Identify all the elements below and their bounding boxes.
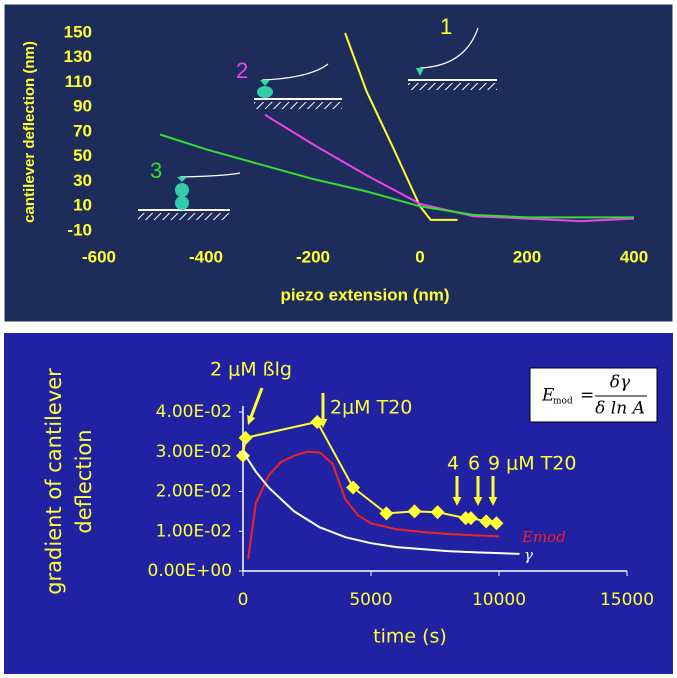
y-tick-label: 90 <box>73 97 92 116</box>
marker <box>310 414 325 429</box>
y-axis-label: deflection <box>72 429 96 533</box>
marker <box>430 505 445 520</box>
formula-lhs: E <box>541 386 555 406</box>
marker <box>407 504 422 519</box>
y-tick-label: 70 <box>73 121 92 140</box>
top-panel <box>3 3 674 323</box>
x-tick-label: 0 <box>238 590 249 610</box>
arrow-head <box>488 496 498 506</box>
y-tick-label: 0.00E+00 <box>148 561 232 581</box>
formula-box <box>529 367 658 423</box>
schematic-3 <box>138 172 241 220</box>
y-tick-label: 3.00E-02 <box>156 442 232 462</box>
x-tick-label: 15000 <box>600 590 654 610</box>
y-axis-label: gradient of cantilever <box>42 368 66 595</box>
y-tick-label: 50 <box>73 146 92 165</box>
arrow-head <box>247 415 256 425</box>
arrow <box>248 387 264 420</box>
x-tick-label: 0 <box>415 247 424 266</box>
y-tick-label: 4.00E-02 <box>156 402 232 422</box>
y-tick-label: 110 <box>65 72 92 91</box>
y-tick-label: 10 <box>73 196 92 215</box>
y-tick-label: 130 <box>64 47 92 66</box>
x-axis-label: time (s) <box>373 626 447 648</box>
arrow-head <box>452 496 462 506</box>
marker <box>379 506 394 521</box>
series-label: 3 <box>150 158 162 183</box>
marker <box>236 448 250 463</box>
gradient-chart: E mod = δγ δ ln A 0.00E+00 1.00E-02 2.00E-… <box>42 359 658 648</box>
series-line <box>344 32 458 221</box>
formula-denominator: δ ln A <box>595 399 645 419</box>
x-axis-label: piezo extension (nm) <box>280 285 449 304</box>
series-label: 1 <box>440 14 452 39</box>
x-tick-label: 10000 <box>472 590 526 610</box>
y-tick-label: 2.00E-02 <box>156 482 232 502</box>
x-tick-label: -600 <box>82 247 116 266</box>
x-tick-label: 5000 <box>349 590 392 610</box>
annotation: 2 μM ßlg <box>210 359 292 381</box>
y-tick-label: 1.00E-02 <box>156 521 232 541</box>
marker <box>489 516 504 531</box>
marker <box>479 514 494 529</box>
arrow-head <box>318 418 328 428</box>
series-label: 2 <box>236 58 248 83</box>
deflection-chart: -10 10 30 50 70 90 110 130 150 -600 -400 -200 0 200 40… <box>21 14 648 305</box>
annotation: 9 μM T20 <box>488 453 576 475</box>
annotation: 2μM T20 <box>330 397 412 419</box>
x-tick-label: 400 <box>620 247 648 266</box>
x-tick-label: -200 <box>296 247 330 266</box>
marker <box>238 430 253 445</box>
formula: E mod = δγ δ ln A <box>541 373 647 419</box>
y-tick-label: -10 <box>67 220 92 239</box>
formula-subscript: mod <box>553 397 573 407</box>
formula-equals: = <box>580 386 594 406</box>
series-label: Emod <box>521 528 566 546</box>
annotation: 4 <box>447 453 459 475</box>
series-line <box>242 451 520 555</box>
arrow-head <box>473 496 483 506</box>
series-label: γ <box>524 546 533 564</box>
y-tick-label: 30 <box>73 171 92 190</box>
y-axis-label: cantilever deflection (nm) <box>21 41 38 223</box>
marker <box>346 480 361 495</box>
x-tick-label: -400 <box>189 247 223 266</box>
schematic-1 <box>408 27 497 90</box>
series-line <box>159 133 634 219</box>
series-line <box>247 450 500 560</box>
annotation: 6 <box>468 453 480 475</box>
y-tick-label: 150 <box>64 22 92 41</box>
marker <box>463 511 478 526</box>
x-tick-label: 200 <box>513 247 541 266</box>
schematic-2 <box>254 63 342 109</box>
formula-numerator: δγ <box>610 373 631 393</box>
